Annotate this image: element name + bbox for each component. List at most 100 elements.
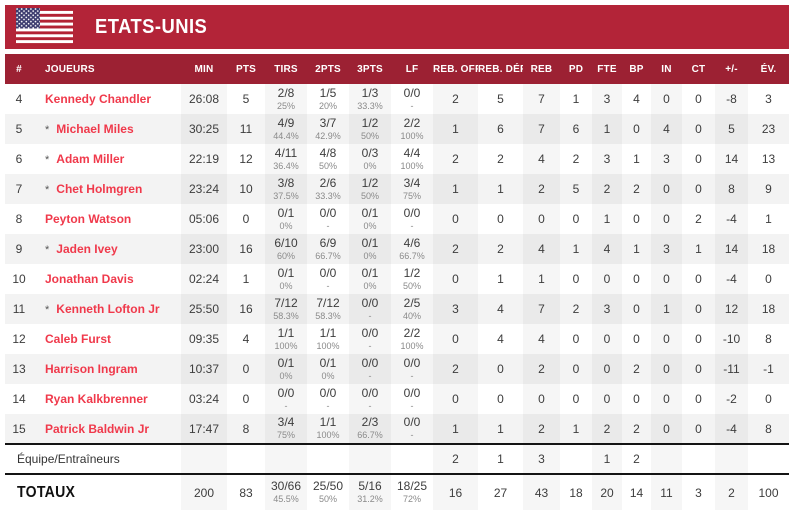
stat-assists: 0 (572, 212, 580, 226)
stat-steals: 0 (651, 204, 682, 234)
stat-turnovers: 0 (633, 122, 640, 136)
stat-free-throws: 0/0- (403, 355, 421, 381)
stat-steals: 3 (651, 144, 682, 174)
stat-reb-off: 2 (433, 354, 478, 384)
stat-reb-def: 5 (497, 92, 504, 106)
player-name[interactable]: Peyton Watson (45, 212, 132, 226)
stat-steals: 0 (651, 384, 682, 414)
stat-points: 16 (239, 242, 253, 256)
stat-points: 10 (239, 182, 253, 196)
player-name[interactable]: Kennedy Chandler (45, 92, 152, 106)
stat-turnovers: 0 (633, 302, 640, 316)
stat-minutes: 25:50 (181, 294, 227, 324)
column-header-stat-rebounds: REB (530, 63, 553, 75)
player-number: 13 (12, 362, 26, 376)
stat-points: 16 (239, 302, 253, 316)
stat-fouls: 0 (592, 354, 622, 384)
player-name[interactable]: Jonathan Davis (45, 272, 134, 286)
stat-plus-minus: 14 (715, 144, 748, 174)
player-name[interactable]: Chet Holmgren (56, 182, 143, 196)
stat-reb-off: 16 (433, 474, 478, 510)
team-coaches-label: Équipe/Entraîneurs (17, 452, 120, 466)
player-name-cell: Patrick Baldwin Jr (33, 414, 181, 444)
stat-efficiency: 0 (765, 392, 772, 406)
stat-turnovers: 2 (633, 362, 640, 376)
player-name[interactable]: Adam Miller (56, 152, 125, 166)
stat-points: 12 (239, 152, 253, 166)
stat-plus-minus: -4 (715, 414, 748, 444)
stat-minutes: 23:00 (181, 234, 227, 264)
stat-fouls: 0 (592, 384, 622, 414)
stat-blocks (682, 444, 715, 474)
player-number: 15 (12, 421, 26, 436)
column-header-stat-efficiency: ÉV. (760, 63, 777, 75)
stat-efficiency: 8 (765, 421, 772, 436)
stat-efficiency: 1 (765, 212, 772, 226)
stat-turnovers: 2 (633, 452, 640, 466)
stat-free-throws: 2/5 40% (402, 295, 421, 321)
stat-efficiency: 3 (765, 92, 772, 106)
team-coaches-row: Équipe/Entraîneurs 2 1 3 1 2 (5, 444, 789, 474)
stat-2points: 3/7 42.9% (315, 115, 341, 141)
stat-assists: 18 (569, 485, 583, 500)
stat-reb-def: 0 (497, 392, 504, 406)
player-name[interactable]: Ryan Kalkbrenner (45, 392, 148, 406)
player-name[interactable]: Jaden Ivey (56, 242, 118, 256)
stat-fouls: 1 (592, 204, 622, 234)
stat-fouls: 3 (592, 294, 622, 324)
stat-2points: 4/8 50% (318, 145, 337, 171)
column-header-stat-turnovers: BP (629, 63, 644, 75)
stat-field-goals: 4/9 44.4% (265, 114, 307, 144)
player-number: 14 (12, 392, 26, 406)
stat-rebounds: 2 (523, 354, 560, 384)
player-name-cell: Peyton Watson (33, 204, 181, 234)
stat-free-throws: 4/6 66.7% (399, 235, 425, 261)
stat-points: 0 (242, 392, 250, 406)
column-header-stat-fouls: FTE (597, 63, 617, 75)
stat-steals: 0 (651, 264, 682, 294)
player-number: 4 (15, 92, 23, 106)
stat-rebounds: 43 (523, 474, 560, 510)
player-row: 4 Kennedy Chandler 26:08 5 2/8 25% 1/5 20% 1/3 33… (5, 84, 789, 114)
stat-3points: 0/0- (349, 324, 391, 354)
stat-blocks: 0 (695, 272, 702, 286)
player-number: 10 (12, 272, 26, 286)
stat-points: 4 (242, 332, 250, 346)
stat-steals: 0 (651, 414, 682, 444)
player-name[interactable]: Harrison Ingram (45, 362, 138, 376)
stat-assists: 1 (572, 421, 580, 436)
player-name[interactable]: Patrick Baldwin Jr (45, 421, 150, 436)
stat-steals: 0 (651, 354, 682, 384)
stat-field-goals: 0/0- (265, 384, 307, 414)
stat-blocks: 0 (695, 392, 702, 406)
stat-minutes: 05:06 (181, 204, 227, 234)
starter-asterisk: * (45, 304, 50, 316)
stat-reb-off: 0 (433, 204, 478, 234)
player-name-cell: * Michael Miles (33, 114, 181, 144)
player-row: 5 * Michael Miles 30:25 11 4/9 44.4% 3/7 42.9% 1/… (5, 114, 789, 144)
stat-blocks: 0 (695, 92, 702, 106)
stat-3points: 1/2 50% (349, 174, 391, 204)
stat-plus-minus: 12 (715, 294, 748, 324)
player-name[interactable]: Kenneth Lofton Jr (56, 302, 160, 316)
stat-3points: 0/1 0% (349, 234, 391, 264)
stat-rebounds: 7 (523, 84, 560, 114)
player-name-cell: Jonathan Davis (33, 264, 181, 294)
player-row: 12 Caleb Furst 09:35 4 1/1 100% 1/1 100% 0/0- 2/2… (5, 324, 789, 354)
stat-2points: 25/50 50% (312, 479, 344, 505)
stat-assists: 0 (572, 392, 580, 406)
stat-free-throws: 0/0- (403, 205, 421, 231)
stat-fouls: 1 (592, 444, 622, 474)
column-header-stat-minutes: MIN (194, 63, 214, 75)
stat-reb-def: 6 (497, 122, 504, 136)
stat-turnovers: 4 (633, 92, 640, 106)
player-name[interactable]: Caleb Furst (45, 332, 112, 346)
stat-fouls: 4 (592, 234, 622, 264)
stat-turnovers: 1 (633, 242, 640, 256)
stat-fouls: 20 (592, 474, 622, 510)
player-name-cell: Kennedy Chandler (33, 84, 181, 114)
stat-assists: 0 (572, 272, 580, 286)
stat-field-goals: 30/66 45.5% (265, 474, 307, 510)
player-name[interactable]: Michael Miles (56, 122, 134, 136)
player-row: 6 * Adam Miller 22:19 12 4/11 36.4% 4/8 50% 0/3 0%… (5, 144, 789, 174)
